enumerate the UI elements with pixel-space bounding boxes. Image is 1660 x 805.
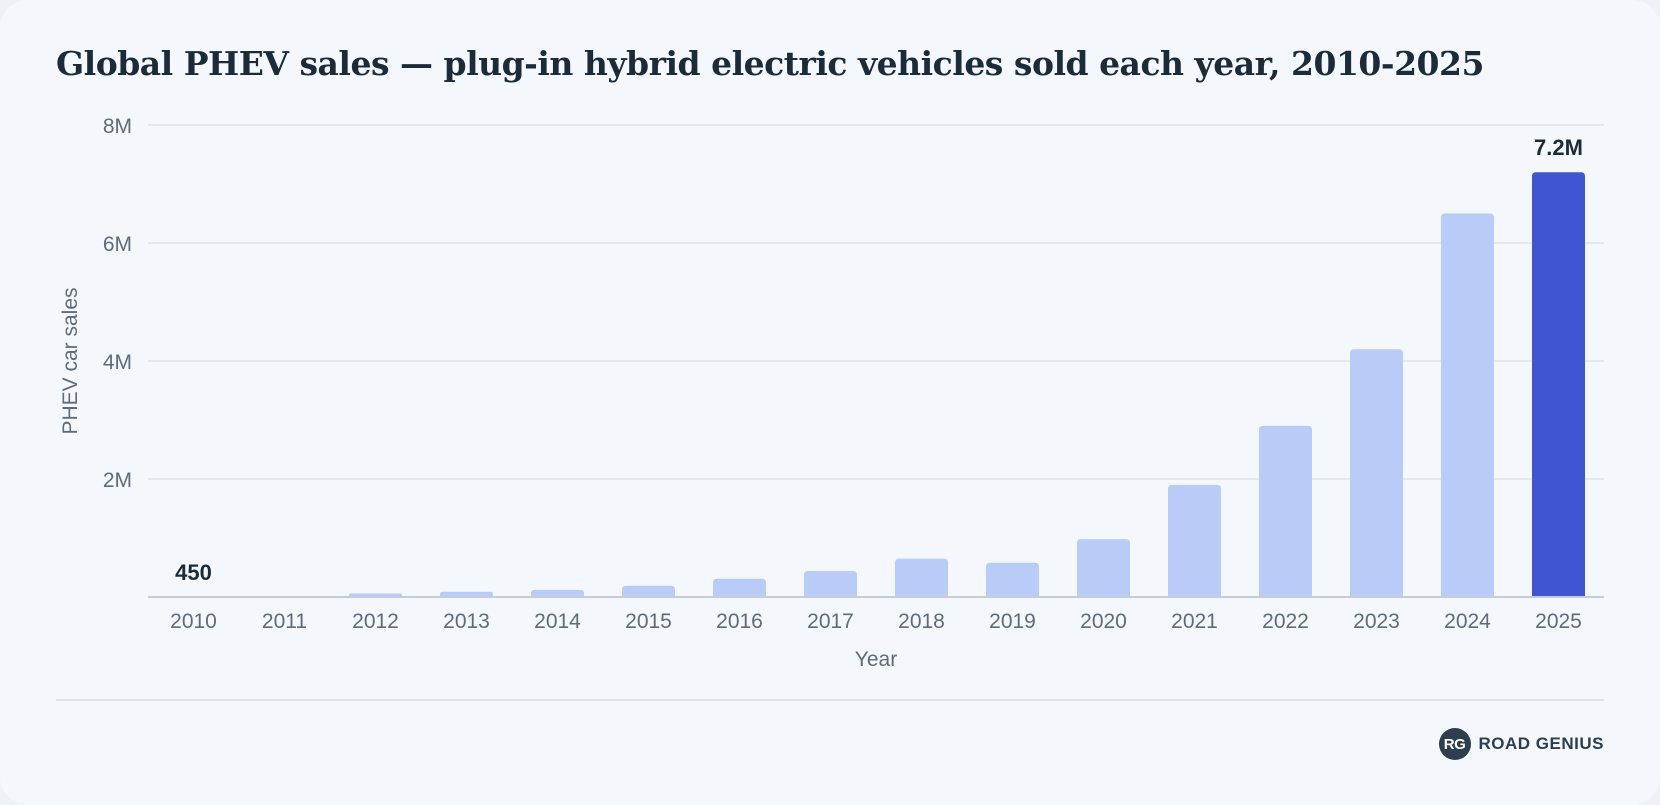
y-tick-label: 4M <box>103 351 132 374</box>
bar-2017 <box>804 571 857 597</box>
brand-logo: RG ROAD GENIUS <box>1438 728 1604 760</box>
bar-2024 <box>1441 213 1494 597</box>
bar-2013 <box>440 591 493 597</box>
x-tick-label: 2021 <box>1171 610 1218 633</box>
data-label: 450 <box>175 560 212 585</box>
y-tick-label: 8M <box>103 115 132 138</box>
x-tick-label: 2020 <box>1080 610 1127 633</box>
x-tick-label: 2019 <box>989 610 1036 633</box>
y-tick-label: 6M <box>103 233 132 256</box>
x-tick-label: 2015 <box>625 610 672 633</box>
road-genius-logo-icon: RG <box>1438 728 1471 760</box>
x-tick-label: 2013 <box>443 610 490 633</box>
y-tick-label: 2M <box>103 469 132 492</box>
bar-2020 <box>1077 539 1130 597</box>
x-tick-label: 2025 <box>1535 610 1582 633</box>
x-tick-label: 2011 <box>262 610 307 633</box>
x-tick-label: 2022 <box>1262 610 1309 633</box>
bar-2025 <box>1532 172 1585 597</box>
x-tick-label: 2014 <box>534 610 581 633</box>
x-tick-label: 2023 <box>1353 610 1400 633</box>
bar-2015 <box>622 585 675 597</box>
x-tick-label: 2018 <box>898 610 945 633</box>
y-axis-title: PHEV car sales <box>59 287 82 434</box>
x-tick-label: 2012 <box>352 610 399 633</box>
footer-divider <box>56 699 1604 701</box>
data-label: 7.2M <box>1534 135 1583 160</box>
bar-2021 <box>1168 484 1221 597</box>
chart-title: Global PHEV sales — plug-in hybrid elect… <box>56 44 1484 83</box>
bar-2014 <box>531 589 584 597</box>
x-axis-title: Year <box>855 648 897 671</box>
bar-2019 <box>986 562 1039 597</box>
bar-2018 <box>895 558 948 597</box>
brand-name: ROAD GENIUS <box>1478 734 1604 753</box>
x-tick-label: 2024 <box>1444 610 1491 633</box>
x-tick-label: 2017 <box>807 610 854 633</box>
bar-2016 <box>713 578 766 597</box>
x-tick-label: 2010 <box>170 610 217 633</box>
bar-2022 <box>1259 425 1312 597</box>
bar-chart: 2M 4M 6M 8M 2010 2011 2012 2013 2014 2015 2016 2017… <box>59 115 1604 671</box>
bar-2023 <box>1350 349 1403 597</box>
x-tick-label: 2016 <box>716 610 763 633</box>
